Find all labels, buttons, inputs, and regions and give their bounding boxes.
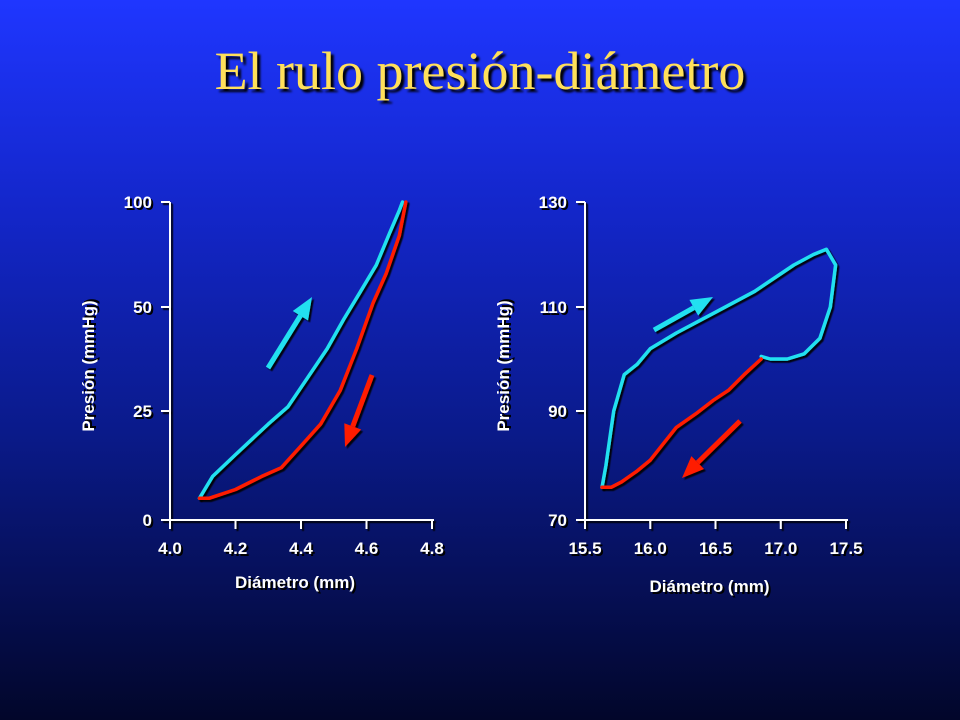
svg-text:70: 70	[548, 511, 567, 530]
svg-text:25: 25	[133, 402, 152, 421]
svg-text:110: 110	[540, 298, 567, 317]
x-tick-label: 4.84.8	[420, 539, 446, 560]
svg-text:16.0: 16.0	[636, 541, 669, 560]
x-tick-label: 4.04.0	[158, 539, 184, 560]
y-tick-label: 00	[143, 511, 154, 532]
svg-text:70: 70	[550, 513, 569, 532]
svg-text:Diámetro (mm): Diámetro (mm)	[237, 575, 357, 594]
svg-text:4.2: 4.2	[226, 541, 250, 560]
svg-text:25: 25	[135, 404, 154, 423]
svg-text:Presión (mmHg): Presión (mmHg)	[494, 300, 513, 431]
x-tick-label: 15.515.5	[568, 539, 603, 560]
svg-text:Presión (mmHg): Presión (mmHg)	[81, 298, 100, 429]
x-axis-label: Diámetro (mm)Diámetro (mm)	[235, 573, 357, 594]
svg-text:17.0: 17.0	[766, 541, 799, 560]
svg-text:50: 50	[135, 300, 154, 319]
inflation-curve	[600, 247, 838, 490]
svg-text:Diámetro (mm): Diámetro (mm)	[650, 577, 770, 596]
svg-text:100: 100	[126, 195, 154, 214]
svg-text:50: 50	[133, 298, 152, 317]
svg-text:17.5: 17.5	[831, 541, 864, 560]
y-axis-label: Presión (mmHg)Presión (mmHg)	[79, 298, 100, 431]
x-tick-label: 16.516.5	[699, 539, 734, 560]
x-tick-label: 16.016.0	[634, 539, 669, 560]
x-tick-label: 4.64.6	[355, 539, 381, 560]
svg-text:4.6: 4.6	[357, 541, 381, 560]
x-tick-label: 17.017.0	[764, 539, 799, 560]
x-tick-label: 4.24.2	[224, 539, 250, 560]
deflation-curve	[600, 357, 763, 490]
svg-text:Diámetro (mm): Diámetro (mm)	[652, 579, 772, 598]
svg-text:0: 0	[143, 511, 152, 530]
x-tick-label: 17.517.5	[829, 539, 864, 560]
svg-text:4.4: 4.4	[291, 541, 315, 560]
svg-text:100: 100	[124, 193, 152, 212]
svg-text:16.0: 16.0	[634, 539, 667, 558]
svg-text:15.5: 15.5	[568, 539, 601, 558]
svg-text:110: 110	[542, 300, 569, 319]
svg-text:0: 0	[145, 513, 154, 532]
svg-text:90: 90	[548, 402, 567, 421]
svg-text:17.0: 17.0	[764, 539, 797, 558]
deflation-arrow	[344, 374, 375, 447]
axes	[576, 201, 848, 529]
inflation-arrow	[265, 297, 312, 370]
svg-text:Presión (mmHg): Presión (mmHg)	[496, 298, 515, 429]
svg-text:Presión (mmHg): Presión (mmHg)	[79, 300, 98, 431]
inflation-arrow	[652, 297, 713, 333]
svg-text:Diámetro (mm): Diámetro (mm)	[235, 573, 355, 592]
x-tick-label: 4.44.4	[289, 539, 315, 560]
deflation-arrow	[682, 419, 742, 478]
svg-text:4.8: 4.8	[422, 541, 446, 560]
inflation-curve	[197, 200, 405, 500]
svg-text:4.6: 4.6	[355, 539, 379, 558]
x-axis-label: Diámetro (mm)Diámetro (mm)	[650, 577, 772, 598]
axes	[161, 201, 434, 529]
svg-text:16.5: 16.5	[699, 539, 732, 558]
svg-text:130: 130	[539, 193, 567, 212]
svg-text:130: 130	[541, 195, 569, 214]
svg-text:4.4: 4.4	[289, 539, 313, 558]
svg-text:90: 90	[550, 404, 569, 423]
svg-text:4.0: 4.0	[160, 541, 184, 560]
svg-text:4.0: 4.0	[158, 539, 182, 558]
y-axis-label: Presión (mmHg)Presión (mmHg)	[494, 298, 515, 431]
deflation-curve	[197, 200, 408, 500]
svg-text:16.5: 16.5	[701, 541, 734, 560]
svg-text:4.2: 4.2	[224, 539, 248, 558]
svg-text:4.8: 4.8	[420, 539, 444, 558]
page-title: El rulo presión-diámetro	[214, 41, 746, 101]
svg-text:15.5: 15.5	[570, 541, 603, 560]
svg-text:17.5: 17.5	[829, 539, 862, 558]
